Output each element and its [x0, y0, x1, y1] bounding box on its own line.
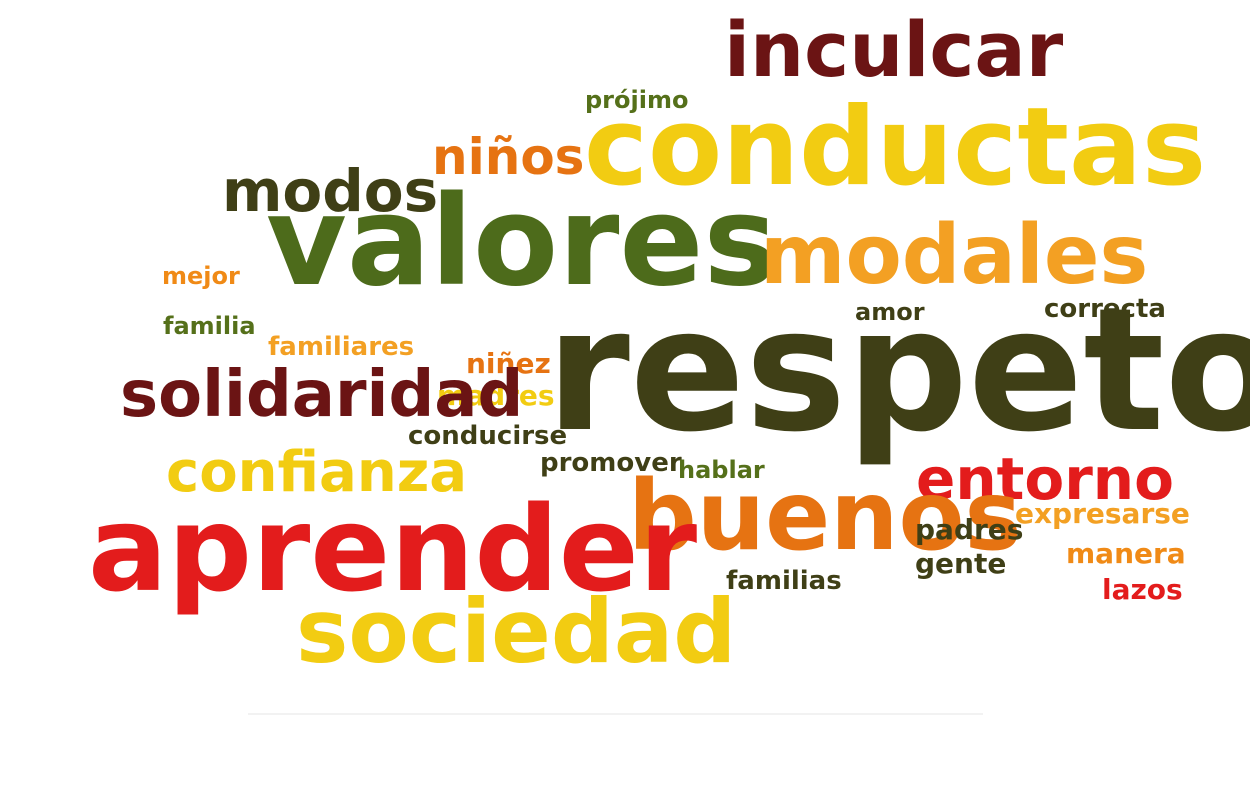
word-amor: amor: [855, 298, 925, 326]
word-promover: promover: [540, 448, 682, 478]
word-modales: modales: [760, 208, 1149, 303]
word-inculcar: inculcar: [724, 5, 1064, 94]
word-projimo: prójimo: [585, 86, 689, 114]
word-respeto: respeto: [546, 272, 1250, 470]
word-confianza: confianza: [166, 440, 468, 505]
word-familiares: familiares: [268, 332, 415, 362]
word-buenos: buenos: [628, 460, 1022, 572]
word-expresarse: expresarse: [1015, 497, 1190, 530]
word-familias: familias: [726, 566, 842, 596]
word-madres: madres: [437, 379, 555, 412]
word-gente: gente: [915, 547, 1007, 580]
word-mejor: mejor: [162, 262, 240, 290]
word-conducirse: conducirse: [408, 421, 568, 451]
word-valores: valores: [266, 170, 778, 314]
word-correcta: correcta: [1044, 294, 1166, 324]
word-sociedad: sociedad: [296, 580, 737, 683]
word-entorno: entorno: [916, 445, 1174, 513]
word-padres: padres: [915, 513, 1024, 546]
word-ninez: niñez: [466, 347, 551, 380]
word-modos: modos: [222, 157, 439, 225]
word-hablar: hablar: [678, 456, 765, 484]
word-ninos: niños: [432, 128, 585, 186]
word-manera: manera: [1066, 537, 1186, 570]
bottom-divider: [248, 713, 983, 715]
word-aprender: aprender: [88, 480, 698, 618]
word-lazos: lazos: [1102, 573, 1183, 606]
word-familia: familia: [163, 312, 256, 340]
word-conductas: conductas: [584, 85, 1207, 210]
word-solidaridad: solidaridad: [120, 358, 524, 432]
